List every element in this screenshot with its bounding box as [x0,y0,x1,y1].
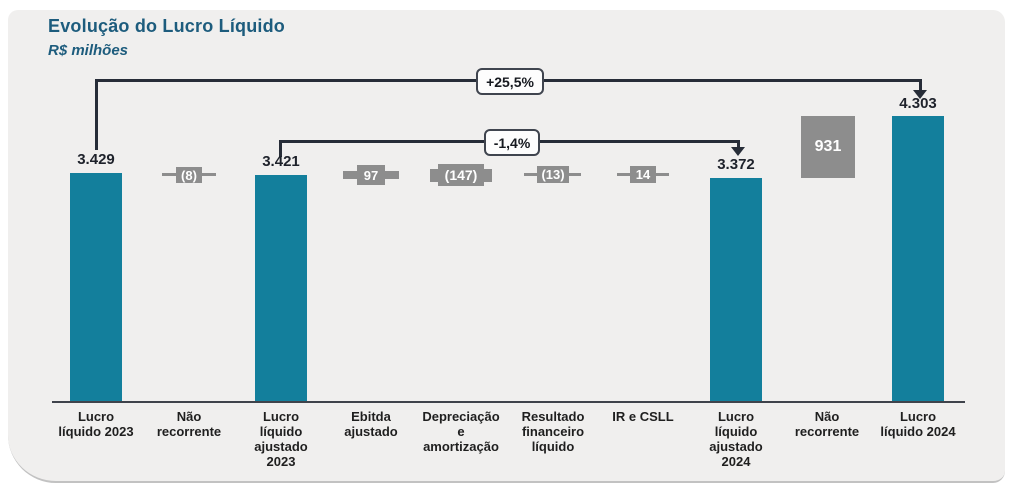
delta-connector [162,173,176,176]
category-label-nao-recorrente-2023: Não recorrente [156,409,222,439]
bridge-block-nao-recorrente-2024: 931 [801,116,855,178]
category-label-lucro-liquido-ajustado-2023: Lucro líquido ajustado 2023 [254,409,308,469]
category-label-lucro-liquido-ajustado-2024: Lucro líquido ajustado 2024 [709,409,763,469]
delta-connector [430,169,438,182]
page-title: Evolução do Lucro Líquido [48,16,285,36]
value-label-lucro-liquido-ajustado-2024: 3.372 [717,156,755,173]
value-label-lucro-liquido-2024: 4.303 [899,95,937,112]
x-axis-line [52,401,965,403]
bar-lucro-liquido-2023 [70,173,122,402]
category-label-nao-recorrente-2024: Não recorrente [794,409,860,439]
bar-lucro-liquido-ajustado-2023 [255,175,307,402]
unit-label: R$ milhões [48,42,129,59]
category-label-ir-csll: IR e CSLL [612,409,674,424]
bracket-adjusted-right-line [737,140,740,149]
delta-marker-nao-recorrente-2023: (8) [176,167,202,183]
delta-connector [385,171,399,179]
arrow-down-icon [731,147,745,156]
value-label-lucro-liquido-2023: 3.429 [77,151,115,168]
delta-connector [202,173,216,176]
bracket-total-right-line [919,79,922,91]
delta-connector [484,169,492,182]
delta-connector [524,173,537,176]
delta-connector [617,173,630,176]
value-label-lucro-liquido-ajustado-2023: 3.421 [262,153,300,170]
bar-lucro-liquido-ajustado-2024 [710,178,762,402]
delta-marker-resultado-financeiro: (13) [537,166,569,183]
bracket-total-left-line [95,79,98,150]
category-label-lucro-liquido-2024: Lucro líquido 2024 [880,409,956,439]
annotation-adjusted-change: -1,4% [484,129,540,156]
delta-connector [569,173,581,176]
delta-connector [343,171,357,179]
bar-lucro-liquido-2024 [892,116,944,402]
bracket-adjusted-left-line [279,140,282,157]
delta-connector [656,173,669,176]
category-label-lucro-liquido-2023: Lucro líquido 2023 [58,409,134,439]
annotation-total-change: +25,5% [476,68,544,95]
delta-marker-depreciacao-amortizacao: (147) [438,164,484,186]
arrow-down-icon [913,90,927,99]
delta-marker-ir-csll: 14 [630,166,656,183]
category-label-depreciacao-amortizacao: Depreciação e amortização [422,409,500,454]
category-label-resultado-financeiro: Resultado financeiro líquido [521,409,585,454]
category-label-ebitda-ajustado: Ebitda ajustado [344,409,398,439]
delta-marker-ebitda-ajustado: 97 [357,165,385,185]
